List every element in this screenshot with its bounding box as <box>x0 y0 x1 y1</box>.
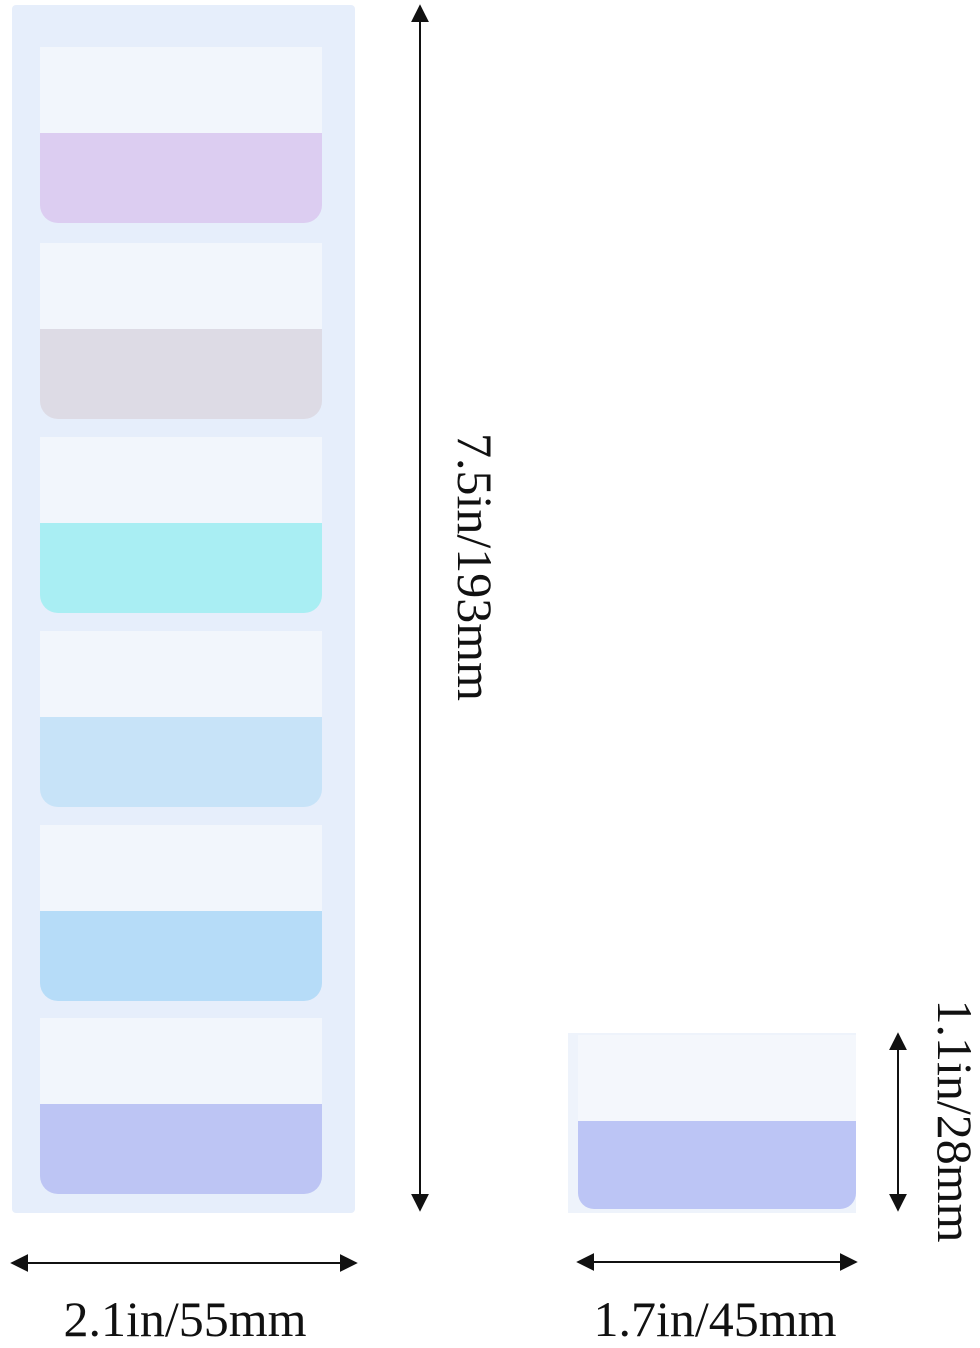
single-tab-colored-part <box>578 1121 856 1209</box>
tab-colored-part <box>40 1104 322 1194</box>
tab-colored-part <box>40 717 322 807</box>
index-tab <box>40 243 322 419</box>
tab-clear-part <box>40 437 322 523</box>
tab-clear-part <box>40 47 322 133</box>
single-width-label: 1.7in/45mm <box>593 1291 837 1347</box>
tab-colored-part <box>40 133 322 223</box>
single-tab <box>568 1033 856 1213</box>
tab-clear-part <box>40 631 322 717</box>
tab-clear-part <box>40 825 322 911</box>
single-height-label: 1.1in/28mm <box>927 999 980 1243</box>
tab-colored-part <box>40 329 322 419</box>
tab-clear-part <box>40 243 322 329</box>
tab-clear-part <box>40 1018 322 1104</box>
single-tab-clear-part <box>578 1035 856 1121</box>
index-tab <box>40 825 322 1001</box>
index-tab <box>40 47 322 223</box>
tab-strip-backing <box>12 5 355 1213</box>
height-label: 7.5in/193mm <box>447 432 503 702</box>
width-label: 2.1in/55mm <box>63 1291 307 1347</box>
tab-colored-part <box>40 523 322 613</box>
tab-colored-part <box>40 911 322 1001</box>
index-tab <box>40 631 322 807</box>
index-tab <box>40 437 322 613</box>
index-tab <box>40 1018 322 1194</box>
